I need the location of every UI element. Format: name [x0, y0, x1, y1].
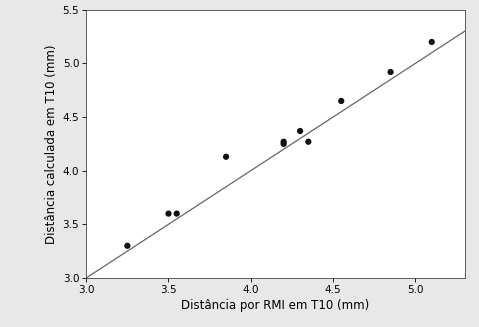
Point	[297, 129, 304, 134]
Point	[280, 139, 287, 144]
Point	[428, 39, 435, 44]
Point	[305, 139, 312, 144]
Point	[337, 98, 345, 104]
Point	[280, 141, 287, 146]
Point	[173, 211, 181, 216]
Point	[124, 243, 131, 249]
Point	[222, 154, 230, 159]
Point	[165, 211, 172, 216]
Point	[387, 69, 394, 75]
X-axis label: Distância por RMI em T10 (mm): Distância por RMI em T10 (mm)	[181, 299, 370, 312]
Y-axis label: Distância calculada em T10 (mm): Distância calculada em T10 (mm)	[46, 44, 58, 244]
